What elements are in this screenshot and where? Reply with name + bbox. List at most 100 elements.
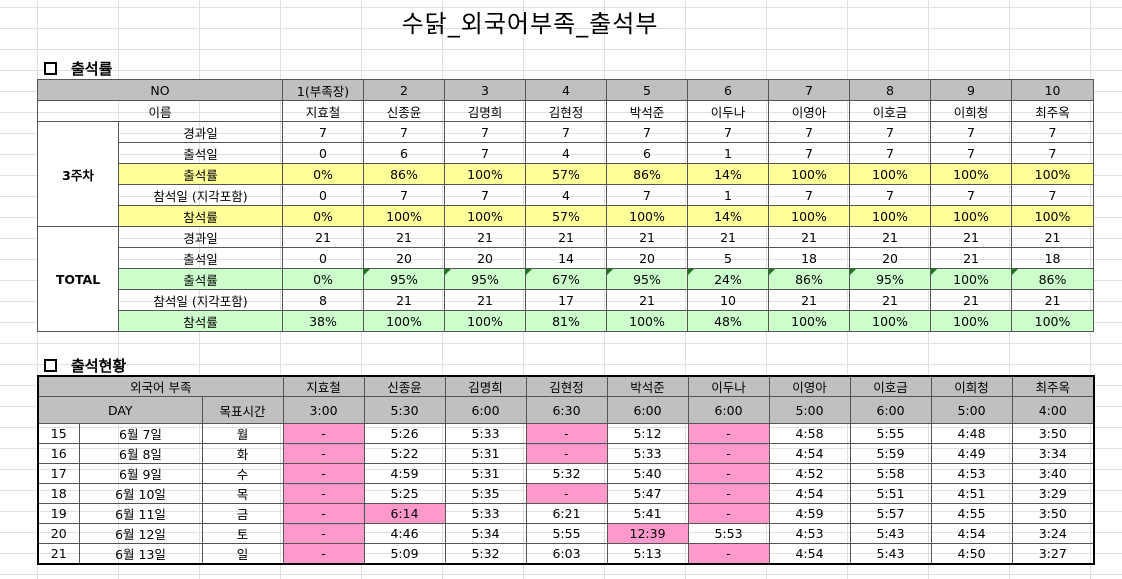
time-cell[interactable]: 5:33 <box>606 443 689 464</box>
time-cell[interactable]: - <box>282 523 365 544</box>
row-label-cell[interactable]: 참석일 (지각포함) <box>117 184 284 206</box>
time-cell[interactable]: 5:47 <box>606 483 689 504</box>
value-cell[interactable]: 6 <box>363 142 446 164</box>
value-cell[interactable]: 95% <box>444 268 527 290</box>
time-cell[interactable]: 6:03 <box>525 543 608 565</box>
group-header-cell[interactable]: 외국어 부족 <box>37 375 284 397</box>
value-cell[interactable]: 21 <box>849 289 932 311</box>
time-cell[interactable]: 5:25 <box>363 483 446 504</box>
time-cell[interactable]: 4:53 <box>768 523 851 544</box>
time-cell[interactable]: 5:32 <box>444 543 527 565</box>
value-cell[interactable]: 4 <box>525 184 608 206</box>
value-cell[interactable]: 21 <box>363 289 446 311</box>
member-number-cell[interactable]: 8 <box>849 79 932 101</box>
target-time-cell[interactable]: 5:00 <box>768 396 851 424</box>
time-cell[interactable]: 5:51 <box>849 483 932 504</box>
value-cell[interactable]: 7 <box>525 121 608 143</box>
row-label-cell[interactable]: 출석일 <box>117 247 284 269</box>
name-header-cell[interactable]: 이름 <box>36 100 284 122</box>
value-cell[interactable]: 100% <box>768 310 851 332</box>
group-label-cell[interactable]: TOTAL <box>37 226 119 332</box>
value-cell[interactable]: 20 <box>606 247 689 269</box>
time-cell[interactable]: 5:57 <box>849 503 932 524</box>
time-cell[interactable]: 4:54 <box>768 443 851 464</box>
value-cell[interactable]: 67% <box>525 268 608 290</box>
time-cell[interactable]: 5:09 <box>363 543 446 565</box>
row-label-cell[interactable]: 참석일 (지각포함) <box>117 289 284 311</box>
value-cell[interactable]: 24% <box>687 268 770 290</box>
time-cell[interactable]: 5:32 <box>525 463 608 484</box>
value-cell[interactable]: 100% <box>1011 205 1095 227</box>
value-cell[interactable]: 21 <box>363 226 446 248</box>
time-cell[interactable]: 5:55 <box>525 523 608 544</box>
value-cell[interactable]: 21 <box>768 226 851 248</box>
value-cell[interactable]: 21 <box>687 226 770 248</box>
row-label-cell[interactable]: 출석일 <box>117 142 284 164</box>
value-cell[interactable]: 7 <box>1011 142 1095 164</box>
value-cell[interactable]: 7 <box>1011 184 1095 206</box>
row-label-cell[interactable]: 참석률 <box>117 205 284 227</box>
value-cell[interactable]: 38% <box>282 310 365 332</box>
value-cell[interactable]: 21 <box>930 226 1013 248</box>
value-cell[interactable]: 48% <box>687 310 770 332</box>
value-cell[interactable]: 57% <box>525 163 608 185</box>
weekday-cell[interactable]: 월 <box>201 423 284 444</box>
time-cell[interactable]: 5:55 <box>849 423 932 444</box>
member-name-cell[interactable]: 이영아 <box>768 375 851 397</box>
value-cell[interactable]: 7 <box>444 121 527 143</box>
value-cell[interactable]: 21 <box>444 226 527 248</box>
member-name-cell[interactable]: 김명희 <box>444 100 527 122</box>
member-number-cell[interactable]: 10 <box>1011 79 1095 101</box>
value-cell[interactable]: 7 <box>768 121 851 143</box>
time-cell[interactable]: 4:59 <box>363 463 446 484</box>
value-cell[interactable]: 17 <box>525 289 608 311</box>
time-cell[interactable]: 5:43 <box>849 523 932 544</box>
value-cell[interactable]: 1 <box>687 184 770 206</box>
time-cell[interactable]: - <box>687 543 770 565</box>
value-cell[interactable]: 57% <box>525 205 608 227</box>
time-cell[interactable]: - <box>282 503 365 524</box>
time-cell[interactable]: - <box>687 443 770 464</box>
date-cell[interactable]: 6월 7일 <box>78 423 203 444</box>
target-time-cell[interactable]: 6:00 <box>444 396 527 424</box>
value-cell[interactable]: 21 <box>1011 289 1095 311</box>
member-name-cell[interactable]: 김현정 <box>525 375 608 397</box>
target-time-cell[interactable]: 4:00 <box>1011 396 1095 424</box>
target-time-cell[interactable]: 5:00 <box>930 396 1013 424</box>
value-cell[interactable]: 21 <box>444 289 527 311</box>
value-cell[interactable]: 14% <box>687 205 770 227</box>
value-cell[interactable]: 100% <box>849 163 932 185</box>
member-number-cell[interactable]: 1(부족장) <box>282 79 365 101</box>
member-name-cell[interactable]: 최주옥 <box>1011 375 1095 397</box>
value-cell[interactable]: 21 <box>606 226 689 248</box>
member-name-cell[interactable]: 박석준 <box>606 100 689 122</box>
row-label-cell[interactable]: 경과일 <box>117 121 284 143</box>
time-cell[interactable]: 5:59 <box>849 443 932 464</box>
member-name-cell[interactable]: 이희청 <box>930 375 1013 397</box>
time-cell[interactable]: 5:31 <box>444 443 527 464</box>
time-cell[interactable]: 5:43 <box>849 543 932 565</box>
value-cell[interactable]: 7 <box>444 184 527 206</box>
value-cell[interactable]: 7 <box>282 121 365 143</box>
member-name-cell[interactable]: 이두나 <box>687 100 770 122</box>
weekday-cell[interactable]: 목 <box>201 483 284 504</box>
day-number-cell[interactable]: 20 <box>37 523 80 544</box>
value-cell[interactable]: 21 <box>849 226 932 248</box>
value-cell[interactable]: 100% <box>930 205 1013 227</box>
time-cell[interactable]: - <box>687 463 770 484</box>
value-cell[interactable]: 7 <box>849 142 932 164</box>
value-cell[interactable]: 5 <box>687 247 770 269</box>
member-number-cell[interactable]: 2 <box>363 79 446 101</box>
member-name-cell[interactable]: 신종윤 <box>363 100 446 122</box>
time-cell[interactable]: - <box>687 423 770 444</box>
value-cell[interactable]: 100% <box>444 163 527 185</box>
value-cell[interactable]: 7 <box>930 121 1013 143</box>
time-cell[interactable]: 5:12 <box>606 423 689 444</box>
value-cell[interactable]: 0 <box>282 142 365 164</box>
time-cell[interactable]: 4:58 <box>768 423 851 444</box>
day-number-cell[interactable]: 18 <box>37 483 80 504</box>
row-label-cell[interactable]: 출석률 <box>117 163 284 185</box>
member-name-cell[interactable]: 지효철 <box>282 375 365 397</box>
value-cell[interactable]: 6 <box>606 142 689 164</box>
row-label-cell[interactable]: 참석률 <box>117 310 284 332</box>
